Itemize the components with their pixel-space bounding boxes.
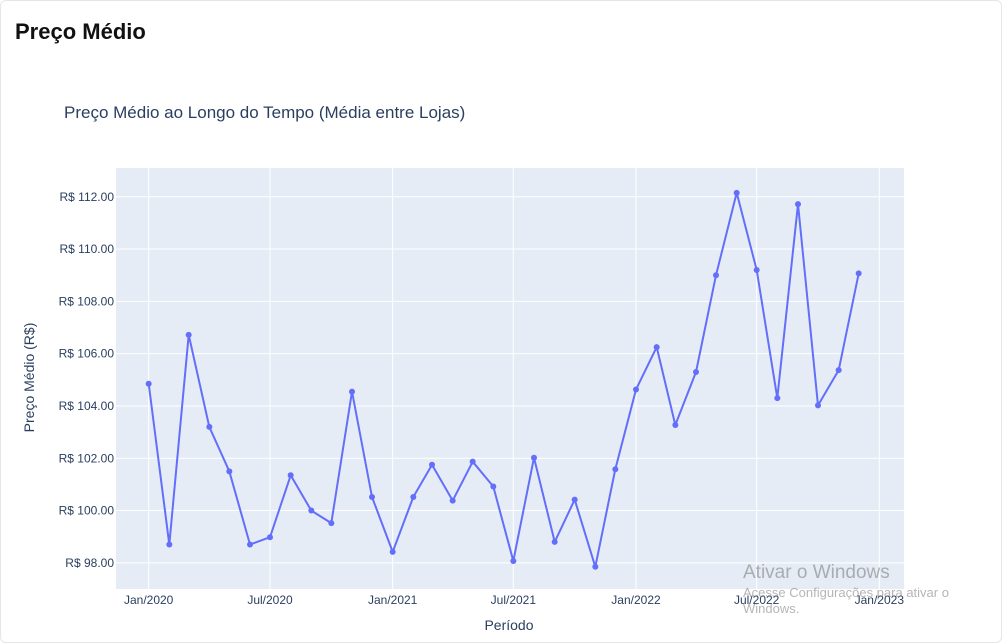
data-point[interactable] bbox=[410, 493, 417, 500]
data-point[interactable] bbox=[510, 558, 517, 565]
data-point[interactable] bbox=[855, 270, 862, 277]
data-point[interactable] bbox=[226, 468, 233, 475]
data-point[interactable] bbox=[267, 534, 273, 541]
y-tick-label: R$ 106.00 bbox=[59, 347, 115, 361]
y-tick-label: R$ 104.00 bbox=[59, 399, 115, 413]
section-title: Preço Médio bbox=[15, 19, 146, 44]
data-point[interactable] bbox=[592, 563, 599, 570]
x-tick-label: Jul/2022 bbox=[734, 593, 780, 607]
x-tick-label: Jul/2021 bbox=[491, 593, 537, 607]
x-tick-label: Jan/2020 bbox=[124, 593, 174, 607]
data-point[interactable] bbox=[713, 272, 719, 279]
data-point[interactable] bbox=[753, 266, 760, 273]
data-point[interactable] bbox=[247, 541, 253, 548]
y-tick-label: R$ 108.00 bbox=[59, 294, 115, 308]
x-tick-label: Jul/2020 bbox=[247, 593, 293, 607]
data-point[interactable] bbox=[145, 380, 152, 387]
data-point[interactable] bbox=[287, 472, 294, 479]
y-tick-label: R$ 100.00 bbox=[59, 504, 115, 518]
data-point[interactable] bbox=[612, 466, 619, 473]
y-tick-label: R$ 98.00 bbox=[65, 556, 114, 570]
data-point[interactable] bbox=[774, 395, 781, 402]
data-point[interactable] bbox=[672, 422, 679, 429]
data-point[interactable] bbox=[795, 201, 801, 208]
data-point[interactable] bbox=[389, 548, 396, 555]
data-point[interactable] bbox=[308, 507, 315, 514]
data-point[interactable] bbox=[349, 388, 355, 395]
y-axis-title: Preço Médio (R$) bbox=[21, 323, 37, 433]
x-tick-label: Jan/2021 bbox=[368, 593, 418, 607]
chart-title: Preço Médio ao Longo do Tempo (Média ent… bbox=[64, 103, 465, 122]
data-point[interactable] bbox=[469, 458, 476, 465]
data-point[interactable] bbox=[733, 189, 740, 196]
y-tick-label: R$ 110.00 bbox=[60, 242, 115, 256]
x-axis-title: Período bbox=[484, 617, 533, 633]
x-tick-label: Jan/2023 bbox=[855, 593, 905, 607]
data-point[interactable] bbox=[166, 541, 173, 548]
data-point[interactable] bbox=[633, 386, 639, 393]
data-point[interactable] bbox=[571, 496, 578, 503]
data-point[interactable] bbox=[835, 367, 842, 374]
data-point[interactable] bbox=[653, 344, 660, 351]
data-point[interactable] bbox=[429, 461, 435, 468]
data-point[interactable] bbox=[551, 538, 558, 545]
data-point[interactable] bbox=[693, 368, 699, 375]
data-point[interactable] bbox=[449, 497, 456, 504]
x-tick-label: Jan/2022 bbox=[611, 593, 661, 607]
data-point[interactable] bbox=[369, 493, 375, 500]
data-point[interactable] bbox=[328, 520, 335, 527]
y-tick-label: R$ 112.00 bbox=[60, 190, 115, 204]
data-point[interactable] bbox=[206, 423, 213, 430]
data-point[interactable] bbox=[531, 454, 537, 461]
data-point[interactable] bbox=[185, 331, 192, 338]
series-line bbox=[147, 191, 860, 568]
plot-area bbox=[116, 168, 904, 589]
data-point[interactable] bbox=[490, 483, 497, 490]
y-tick-label: R$ 102.00 bbox=[59, 451, 115, 465]
data-point[interactable] bbox=[815, 402, 821, 409]
